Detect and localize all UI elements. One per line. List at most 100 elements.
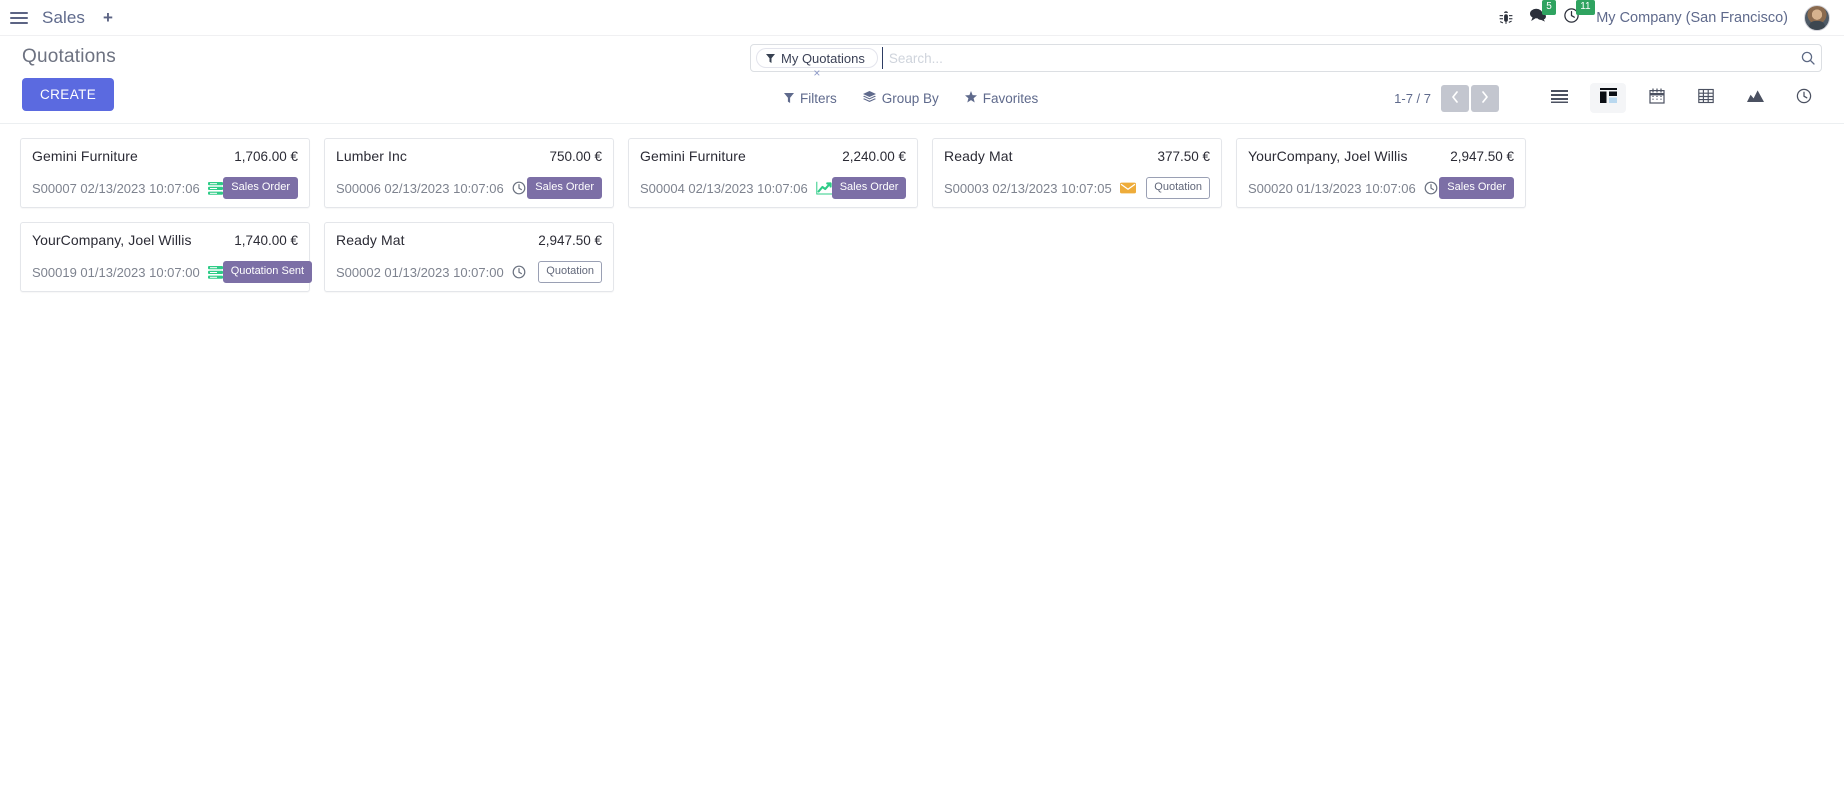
search-facet-my-quotations[interactable]: My Quotations × (756, 48, 878, 79)
page-title: Quotations (22, 46, 116, 67)
kanban-card-partner: Lumber Inc (336, 148, 408, 164)
filter-icon (784, 91, 794, 106)
kanban-card[interactable]: YourCompany, Joel Willis 2,947.50 € S000… (1236, 138, 1526, 208)
pager-and-views: 1-7 / 7 (1394, 83, 1822, 113)
status-badge-label: Quotation (538, 261, 602, 283)
kanban-card[interactable]: Gemini Furniture 2,240.00 € S00004 02/13… (628, 138, 918, 208)
kanban-card-header: Lumber Inc 750.00 € (336, 148, 602, 164)
status-badge: Sales Order (1439, 177, 1514, 199)
top-navbar: Sales + (0, 0, 1844, 36)
activities-counter-badge: 11 (1576, 0, 1595, 15)
app-name-sales[interactable]: Sales (42, 7, 86, 27)
kanban-card-partner: YourCompany, Joel Willis (1248, 148, 1408, 164)
kanban-card-header: Ready Mat 2,947.50 € (336, 232, 602, 248)
clock-icon (1796, 88, 1812, 109)
kanban-card-footer: S00004 02/13/2023 10:07:06 Sales Order (640, 177, 907, 199)
navbar-left: Sales + (8, 8, 119, 28)
messages-menu[interactable]: 5 (1529, 0, 1556, 28)
group-by-dropdown[interactable]: Group By (862, 90, 939, 106)
kanban-card[interactable]: Ready Mat 2,947.50 € S00002 01/13/2023 1… (324, 222, 614, 292)
kanban-card-partner: Ready Mat (336, 232, 405, 248)
search-icon[interactable] (1801, 51, 1815, 65)
close-icon[interactable]: × (813, 66, 821, 80)
favorites-dropdown[interactable]: Favorites (964, 90, 1039, 106)
status-badge-label: Sales Order (1439, 177, 1514, 199)
activity-list-icon[interactable] (207, 265, 223, 279)
kanban-view: Gemini Furniture 1,706.00 € S00007 02/13… (0, 124, 1844, 810)
messages-counter-badge: 5 (1542, 0, 1556, 15)
kanban-card-partner: Ready Mat (944, 148, 1013, 164)
kanban-card-partner: YourCompany, Joel Willis (32, 232, 192, 248)
control-panel-left: Quotations CREATE (22, 44, 116, 111)
kanban-card-footer: S00019 01/13/2023 10:07:00 Quotation Sen… (32, 261, 313, 283)
kanban-card-header: Gemini Furniture 2,240.00 € (640, 148, 906, 164)
view-button-list[interactable] (1541, 83, 1577, 113)
company-switcher[interactable]: My Company (San Francisco) (1596, 9, 1788, 26)
kanban-card-reference: S00002 01/13/2023 10:07:00 (336, 264, 504, 280)
group-by-label: Group By (881, 90, 939, 106)
kanban-card-reference: S00006 02/13/2023 10:07:06 (336, 180, 504, 196)
activity-list-icon[interactable] (207, 181, 223, 195)
view-button-pivot[interactable] (1688, 83, 1724, 113)
kanban-card-footer: S00020 01/13/2023 10:07:06 Sales Order (1248, 177, 1514, 199)
chevron-right-icon (1481, 90, 1489, 106)
kanban-card[interactable]: Lumber Inc 750.00 € S00006 02/13/2023 10… (324, 138, 614, 208)
search-dropdown-menus: Filters Group By (784, 90, 1039, 106)
status-badge-label: Sales Order (527, 177, 602, 199)
kanban-card-partner: Gemini Furniture (32, 148, 138, 164)
kanban-card[interactable]: YourCompany, Joel Willis 1,740.00 € S000… (20, 222, 313, 292)
view-button-calendar[interactable] (1639, 83, 1675, 113)
kanban-card-amount: 1,706.00 € (234, 149, 298, 164)
status-badge: Sales Order (527, 177, 602, 199)
view-button-kanban[interactable] (1590, 83, 1626, 113)
favorites-label: Favorites (982, 90, 1039, 106)
kanban-card-header: Ready Mat 377.50 € (944, 148, 1210, 164)
view-button-activity[interactable] (1786, 83, 1822, 113)
bug-icon[interactable] (1499, 10, 1513, 25)
pivot-table-icon (1698, 88, 1714, 109)
hamburger-icon[interactable] (8, 9, 30, 27)
status-badge: Quotation (538, 261, 602, 283)
kanban-card-amount: 2,240.00 € (842, 149, 906, 164)
kanban-card-reference: S00004 02/13/2023 10:07:06 (640, 180, 808, 196)
kanban-card-partner: Gemini Furniture (640, 148, 746, 164)
search-facet-label: My Quotations (781, 50, 865, 66)
line-chart-icon[interactable] (816, 181, 832, 195)
kanban-card-amount: 377.50 € (1157, 149, 1210, 164)
status-badge: Quotation Sent (222, 261, 313, 283)
list-icon (1550, 89, 1568, 108)
filters-dropdown[interactable]: Filters (784, 91, 837, 106)
clock-icon[interactable] (512, 265, 526, 279)
kanban-card-amount: 750.00 € (549, 149, 602, 164)
kanban-card-amount: 1,740.00 € (234, 233, 298, 248)
avatar[interactable] (1804, 4, 1830, 31)
clock-icon (1563, 7, 1580, 29)
view-button-graph[interactable] (1737, 83, 1773, 113)
calendar-icon (1649, 87, 1665, 109)
kanban-card[interactable]: Gemini Furniture 1,706.00 € S00007 02/13… (20, 138, 310, 208)
pager-next-button[interactable] (1471, 84, 1499, 112)
filters-label: Filters (800, 90, 837, 106)
clock-icon[interactable] (1424, 181, 1438, 195)
navbar-right: 5 11 My Company (San Francisco) (1499, 0, 1830, 31)
activities-menu[interactable]: 11 (1563, 0, 1595, 29)
kanban-card-amount: 2,947.50 € (538, 233, 602, 248)
kanban-card-amount: 2,947.50 € (1450, 149, 1514, 164)
clock-icon[interactable] (512, 181, 526, 195)
kanban-card-footer: S00006 02/13/2023 10:07:06 Sales Order (336, 177, 602, 199)
create-button[interactable]: CREATE (22, 78, 115, 111)
search-view[interactable]: My Quotations × (750, 44, 1822, 79)
chevron-left-icon (1451, 90, 1459, 106)
graph-icon (1746, 89, 1764, 108)
kanban-card[interactable]: Ready Mat 377.50 € S00003 02/13/2023 10:… (932, 138, 1222, 208)
kanban-card-header: Gemini Furniture 1,706.00 € (32, 148, 298, 164)
kanban-icon (1599, 88, 1617, 108)
layers-icon (862, 90, 876, 106)
pager-previous-button[interactable] (1441, 84, 1469, 112)
search-input[interactable] (881, 47, 1801, 69)
new-record-plus-icon[interactable]: + (103, 8, 113, 27)
kanban-card-reference: S00003 02/13/2023 10:07:05 (944, 180, 1112, 196)
kanban-grid: Gemini Furniture 1,706.00 € S00007 02/13… (20, 138, 1824, 292)
envelope-icon[interactable] (1119, 182, 1136, 194)
pager-range: 1-7 / 7 (1394, 90, 1431, 106)
